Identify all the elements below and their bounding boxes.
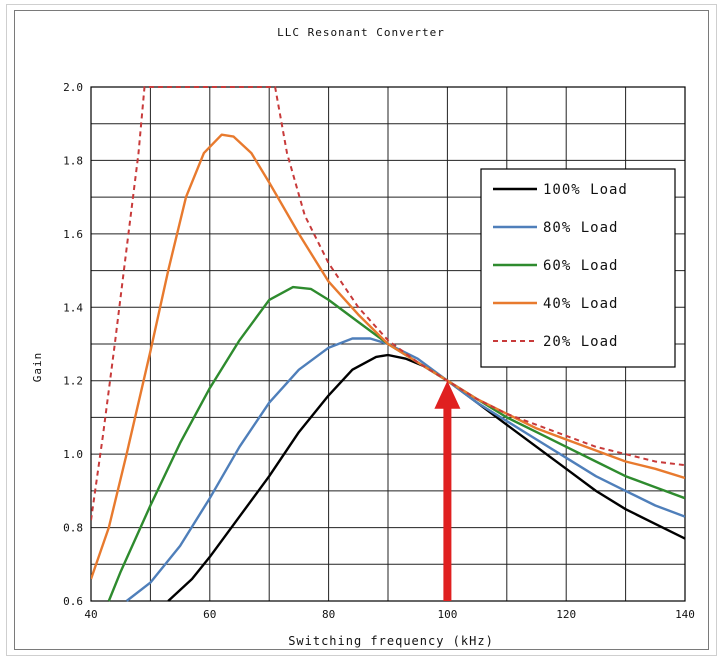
legend-label: 100% Load xyxy=(543,182,628,198)
legend: 100% Load 80% Load 60% Load 40% Load 20% Loa… xyxy=(480,168,676,368)
x-tick-label: 120 xyxy=(556,608,576,621)
line-chart: LLC Resonant Converter 0.6 0.8 1.0 1.2 1.4 1.… xyxy=(31,26,695,648)
legend-label: 60% Load xyxy=(543,258,618,274)
legend-label: 20% Load xyxy=(543,334,618,350)
y-tick-label: 1.8 xyxy=(63,154,83,167)
chart-frame: LLC Resonant Converter 0.6 0.8 1.0 1.2 1.4 1.… xyxy=(14,10,709,650)
y-tick-label: 1.2 xyxy=(63,375,83,388)
plot-border xyxy=(90,86,686,602)
series-line-60-load xyxy=(107,285,685,602)
y-axis-label: Gain xyxy=(31,352,44,383)
chart-title: LLC Resonant Converter xyxy=(277,26,445,39)
axes: 0.6 0.8 1.0 1.2 1.4 1.6 1.8 2.0 40 60 80 100 120 140 xyxy=(63,81,695,621)
y-tick-label: 0.6 xyxy=(63,595,83,608)
arrow-head xyxy=(434,380,461,409)
legend-label: 80% Load xyxy=(543,220,618,236)
series-line-40-load xyxy=(91,133,685,580)
x-tick-label: 140 xyxy=(675,608,695,621)
y-tick-label: 2.0 xyxy=(63,81,83,94)
y-tick-label: 1.6 xyxy=(63,228,83,241)
y-tick-label: 0.8 xyxy=(63,522,83,535)
x-tick-label: 100 xyxy=(437,608,457,621)
x-tick-label: 40 xyxy=(84,608,97,621)
series-layer xyxy=(91,86,685,602)
y-tick-label: 1.0 xyxy=(63,448,83,461)
series-line-100-load xyxy=(167,353,685,602)
legend-label: 40% Load xyxy=(543,296,618,312)
x-tick-label: 80 xyxy=(322,608,335,621)
x-tick-label: 60 xyxy=(203,608,216,621)
arrow-shaft xyxy=(443,406,452,601)
x-axis-label: Switching frequency (kHz) xyxy=(288,634,494,648)
legend-box xyxy=(480,168,676,368)
annotation-arrow xyxy=(434,380,461,601)
y-tick-label: 1.4 xyxy=(63,301,83,314)
